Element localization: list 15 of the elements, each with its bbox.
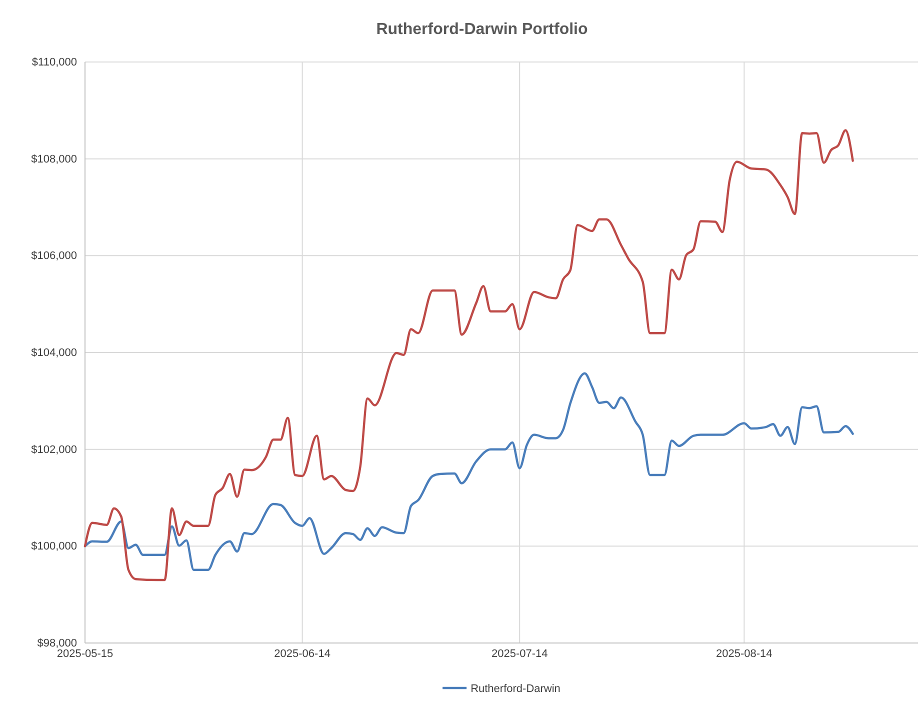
y-tick-label: $102,000 <box>31 444 77 456</box>
y-tick-label: $100,000 <box>31 540 77 553</box>
line-series <box>84 129 854 582</box>
legend-label: Rutherford-Darwin <box>470 683 560 695</box>
y-tick-label: $108,000 <box>31 153 77 166</box>
x-tick-label: 2025-07-14 <box>491 648 548 660</box>
x-tick-label: 2025-08-14 <box>716 648 772 660</box>
y-tick-label: $110,000 <box>32 56 77 69</box>
y-tick-label: $98,000 <box>37 638 77 650</box>
x-tick-label: 2025-06-14 <box>274 648 330 660</box>
y-tick-label: $104,000 <box>31 347 77 360</box>
line-series <box>84 372 854 572</box>
y-tick-label: $106,000 <box>31 250 77 262</box>
x-tick-label: 2025-05-15 <box>56 648 114 660</box>
chart-title: Rutherford-Darwin Portfolio <box>376 21 588 38</box>
